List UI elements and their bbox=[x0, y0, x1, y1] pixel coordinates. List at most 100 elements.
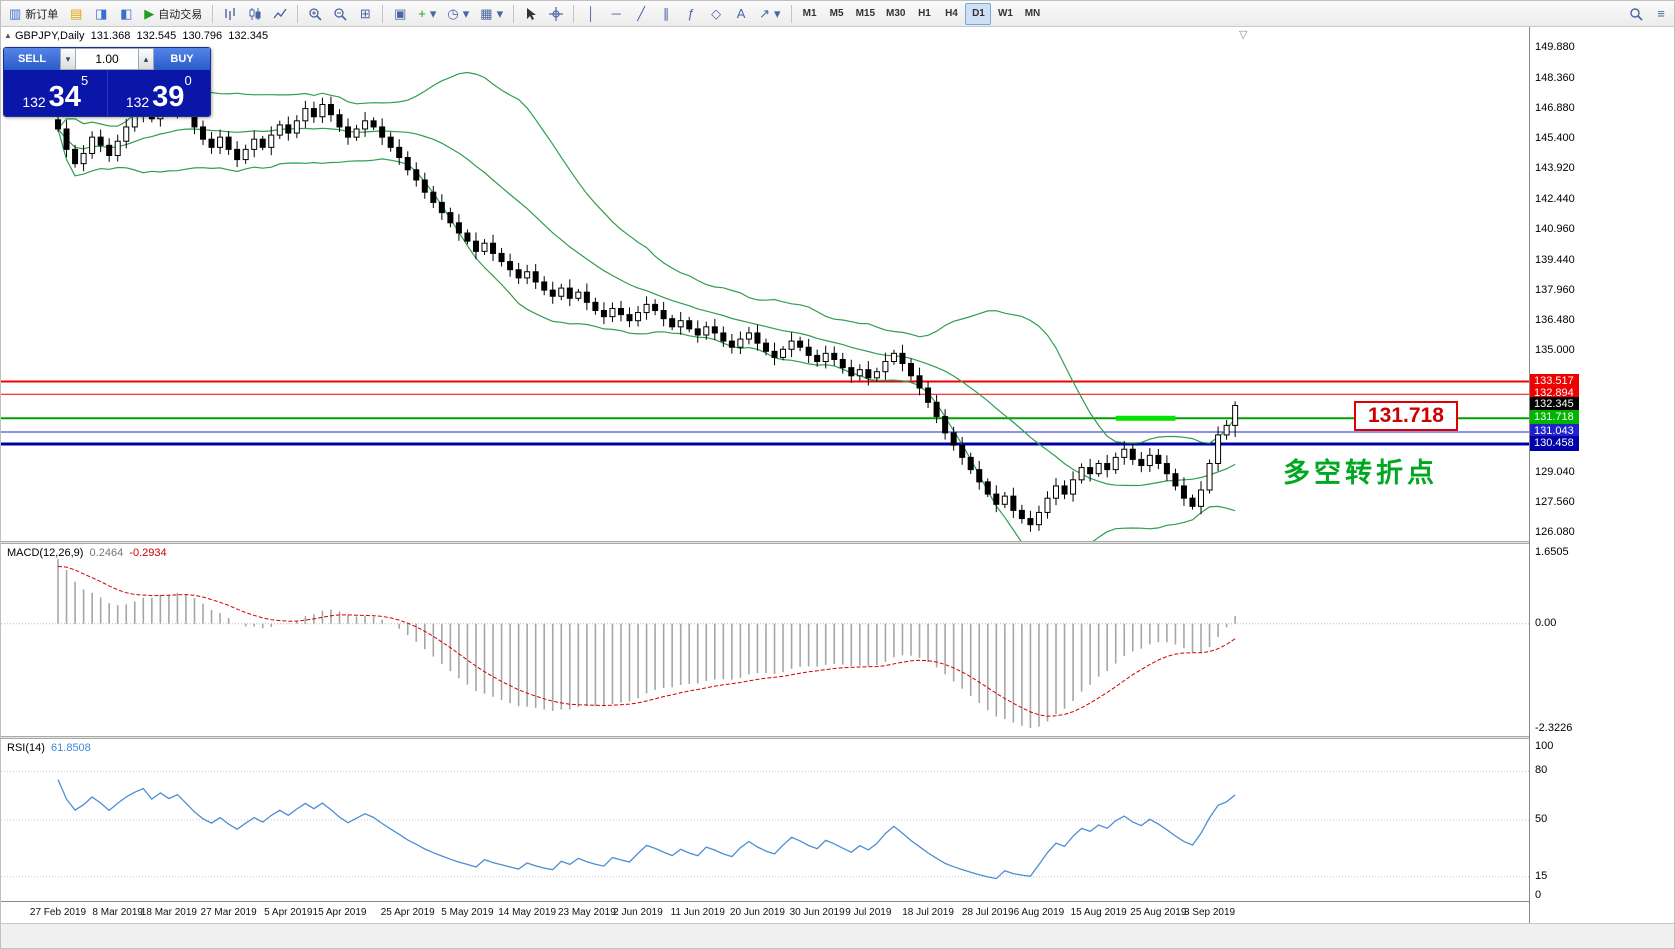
periods-button[interactable]: ◷ ▾ bbox=[442, 3, 474, 25]
sell-button[interactable]: SELL bbox=[4, 48, 60, 70]
candlestick-chart-button[interactable] bbox=[243, 3, 267, 25]
rsi-name: RSI(14) bbox=[7, 742, 45, 754]
date-tick-label: 18 Mar 2019 bbox=[140, 907, 197, 918]
templates-button[interactable]: ▦ ▾ bbox=[475, 3, 508, 25]
crosshair-button[interactable] bbox=[544, 3, 568, 25]
date-tick-label: 20 Jun 2019 bbox=[729, 907, 785, 918]
date-tick-label: 2 Jun 2019 bbox=[613, 907, 663, 918]
date-tick-label: 8 Mar 2019 bbox=[92, 907, 143, 918]
price-level-annotation[interactable]: 131.718 bbox=[1354, 401, 1458, 432]
axis-tick-label: 1.6505 bbox=[1535, 546, 1569, 558]
cascade-windows-icon: ▣ bbox=[394, 6, 407, 21]
rsi-plot[interactable] bbox=[1, 739, 1529, 901]
axis-tick-label: 148.360 bbox=[1535, 71, 1575, 84]
pane-splitter[interactable] bbox=[1, 736, 1674, 739]
cascade-windows-button[interactable]: ▣ bbox=[388, 3, 412, 25]
trendline-button[interactable]: ╱ bbox=[629, 3, 653, 25]
chart-shift-marker[interactable]: ▽ bbox=[1239, 29, 1248, 41]
chart-title: GBPJPY,Daily 131.368 132.545 130.796 132… bbox=[15, 30, 268, 42]
date-tick-label: 15 Aug 2019 bbox=[1070, 907, 1127, 918]
axis-tick-label: 15 bbox=[1535, 869, 1548, 882]
buy-button[interactable]: BUY bbox=[154, 48, 210, 70]
price-axis[interactable]: 149.880 148.360 146.880 145.400 143.920 142.4… bbox=[1529, 27, 1674, 923]
timeframe-d1-button[interactable]: D1 bbox=[965, 2, 992, 25]
axis-tick-label: 126.080 bbox=[1535, 526, 1575, 539]
axis-tick-label: 137.960 bbox=[1535, 283, 1575, 296]
date-tick-label: 5 May 2019 bbox=[441, 907, 494, 918]
cursor-icon bbox=[527, 7, 537, 20]
menu-icon: ≡ bbox=[1657, 6, 1665, 21]
axis-tick-label: 149.880 bbox=[1535, 40, 1575, 53]
templates-icon: ▦ bbox=[480, 6, 493, 21]
axis-tick-label: 143.920 bbox=[1535, 162, 1575, 175]
timeframe-mn-button[interactable]: MN bbox=[1019, 3, 1045, 25]
arrows-tool-button[interactable]: ↗ ▾ bbox=[754, 3, 785, 25]
timeframe-m15-button[interactable]: M15 bbox=[851, 3, 880, 25]
volume-decrease-button[interactable]: ▾ bbox=[60, 48, 76, 70]
turning-point-annotation[interactable]: 多空转折点 bbox=[1283, 458, 1438, 488]
date-axis[interactable]: 27 Feb 2019 8 Mar 2019 18 Mar 2019 27 Mar 2… bbox=[1, 901, 1529, 923]
volume-increase-button[interactable]: ▴ bbox=[138, 48, 154, 70]
date-tick-label: 30 Jun 2019 bbox=[789, 907, 845, 918]
macd-pane[interactable]: MACD(12,26,9) 0.2464 -0.2934 bbox=[1, 544, 1529, 736]
dropdown-icon: ▾ bbox=[462, 6, 470, 21]
volume-input[interactable]: 1.00 bbox=[76, 48, 138, 70]
horizontal-line-button[interactable]: ─ bbox=[604, 3, 628, 25]
timeframe-h4-button[interactable]: H4 bbox=[938, 3, 964, 25]
pane-splitter[interactable] bbox=[1, 541, 1674, 544]
vertical-line-button[interactable]: │ bbox=[579, 3, 603, 25]
candlestick-chart-icon bbox=[249, 7, 261, 20]
date-tick-label: 28 Jul 2019 bbox=[961, 907, 1014, 918]
bar-chart-button[interactable] bbox=[218, 3, 242, 25]
buy-price[interactable]: 132 39 0 bbox=[108, 70, 211, 116]
timeframe-w1-button[interactable]: W1 bbox=[992, 3, 1018, 25]
axis-tick-label: 145.400 bbox=[1535, 132, 1575, 145]
timeframe-m1-button[interactable]: M1 bbox=[797, 3, 823, 25]
ohlc-high: 132.545 bbox=[136, 30, 177, 42]
market-watch-button[interactable]: ◨ bbox=[89, 3, 113, 25]
market-watch-icon: ◨ bbox=[95, 6, 108, 21]
arrow-tool-icon: ↗ bbox=[759, 6, 771, 21]
timeframe-h1-button[interactable]: H1 bbox=[911, 3, 937, 25]
timeframe-m5-button[interactable]: M5 bbox=[824, 3, 850, 25]
indicators-plus-icon: + bbox=[418, 6, 426, 21]
tile-windows-button[interactable]: ⊞ bbox=[353, 3, 377, 25]
sell-price-small: 132 bbox=[22, 94, 46, 110]
indicators-button[interactable]: + ▾ bbox=[413, 3, 441, 25]
fibonacci-button[interactable]: ƒ bbox=[679, 3, 703, 25]
search-icon bbox=[1630, 7, 1643, 21]
macd-plot[interactable] bbox=[1, 544, 1529, 736]
sell-price[interactable]: 132 34 5 bbox=[4, 70, 108, 116]
axis-tick-label: 142.440 bbox=[1535, 192, 1575, 205]
navigator-button[interactable]: ◧ bbox=[114, 3, 138, 25]
rsi-pane[interactable]: RSI(14) 61.8508 bbox=[1, 739, 1529, 901]
profiles-button[interactable]: ▤ bbox=[64, 3, 88, 25]
line-chart-button[interactable] bbox=[268, 3, 292, 25]
axis-tick-label: 129.040 bbox=[1535, 465, 1575, 478]
date-tick-label: 25 Apr 2019 bbox=[380, 907, 435, 918]
axis-tick-label: 100 bbox=[1535, 740, 1554, 752]
new-order-label: 新订单 bbox=[25, 8, 59, 21]
date-tick-label: 25 Aug 2019 bbox=[1130, 907, 1187, 918]
timeframe-m30-button[interactable]: M30 bbox=[881, 3, 910, 25]
profiles-icon: ▤ bbox=[70, 6, 83, 21]
new-order-button[interactable]: ▥ 新订单 bbox=[4, 3, 63, 25]
sell-price-sup: 5 bbox=[80, 73, 89, 88]
panel-toggle-icon[interactable]: ▲ bbox=[4, 31, 12, 40]
cursor-button[interactable] bbox=[519, 3, 543, 25]
search-button[interactable] bbox=[1624, 3, 1648, 25]
date-tick-label: 15 Apr 2019 bbox=[312, 907, 367, 918]
line-chart-icon bbox=[273, 8, 287, 18]
channel-button[interactable]: ∥ bbox=[654, 3, 678, 25]
text-tool-button[interactable]: A bbox=[729, 3, 753, 25]
shapes-button[interactable]: ◇ bbox=[704, 3, 728, 25]
toolbar-separator bbox=[212, 4, 214, 23]
menu-button[interactable]: ≡ bbox=[1649, 3, 1673, 25]
zoom-out-button[interactable] bbox=[328, 3, 352, 25]
axis-tick-label: 0.00 bbox=[1535, 616, 1557, 629]
autotrading-button[interactable]: ▶ 自动交易 bbox=[139, 3, 207, 25]
price-chart-pane[interactable]: ▲ GBPJPY,Daily 131.368 132.545 130.796 1… bbox=[1, 27, 1529, 541]
zoom-in-button[interactable] bbox=[303, 3, 327, 25]
price-chart[interactable] bbox=[1, 27, 1529, 541]
